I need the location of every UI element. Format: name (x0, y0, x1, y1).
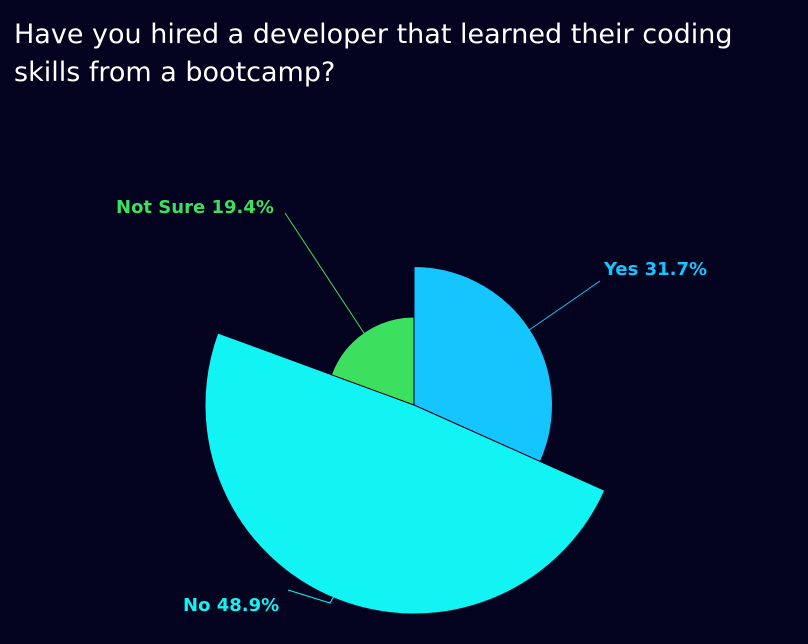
label-value: 48.9% (217, 595, 279, 616)
leader-line (284, 212, 369, 339)
label-category: Yes (603, 259, 638, 280)
leader-line (520, 280, 601, 337)
label-category: Not Sure (116, 197, 205, 218)
data-label: Not Sure 19.4% (116, 197, 274, 218)
label-value: 31.7% (645, 259, 707, 280)
data-label: No 48.9% (183, 595, 279, 616)
label-category: No (183, 595, 210, 616)
pie-slice (204, 332, 606, 615)
chart-title: Have you hired a developer that learned … (14, 19, 733, 88)
label-value: 19.4% (211, 197, 273, 218)
data-label: Yes 31.7% (603, 259, 707, 280)
leader-line (287, 582, 342, 604)
